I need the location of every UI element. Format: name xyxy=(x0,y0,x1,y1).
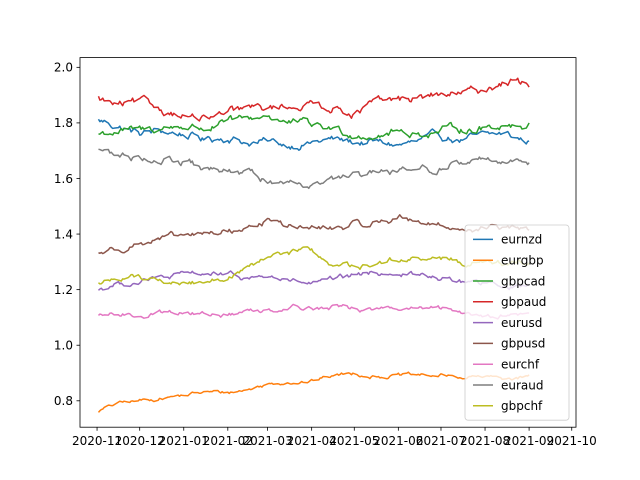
series-line-gbpaud xyxy=(97,77,530,122)
y-tick-label: 1.4 xyxy=(54,227,73,241)
x-tick-label: 2021-03 xyxy=(243,434,293,448)
legend-box xyxy=(464,224,570,421)
legend-label-gbpaud: gbpaud xyxy=(501,295,546,309)
y-tick-label: 1.0 xyxy=(54,339,73,353)
series-line-euraud xyxy=(98,148,530,190)
legend-label-gbpchf: gbpchf xyxy=(501,399,543,413)
x-tick-label: 2021-07 xyxy=(416,434,466,448)
y-axis: 0.8 1.0 1.2 1.4 1.6 1.8 2.0 xyxy=(54,61,80,408)
series-line-eurchf xyxy=(97,303,530,320)
series-line-eurgbp xyxy=(97,371,530,413)
x-tick-label: 2020-11 xyxy=(72,434,122,448)
legend-label-euraud: euraud xyxy=(501,378,544,392)
legend: eurnzd eurgbp gbpcad gbpaud eurusd gbpusd eurc… xyxy=(464,224,570,421)
x-axis: 2020-112020-122021-012021-022021-032021-… xyxy=(72,427,597,448)
series-line-gbpchf xyxy=(97,246,530,286)
legend-label-gbpcad: gbpcad xyxy=(501,274,545,288)
y-tick-label: 2.0 xyxy=(54,61,73,75)
x-tick-label: 2021-05 xyxy=(329,434,379,448)
series-line-eurusd xyxy=(97,270,530,291)
x-tick-label: 2021-01 xyxy=(159,434,209,448)
x-tick-label: 2021-10 xyxy=(547,434,597,448)
x-tick-label: 2021-04 xyxy=(287,434,337,448)
legend-label-eurusd: eurusd xyxy=(501,316,542,330)
series-line-eurnzd xyxy=(97,118,530,151)
y-tick-label: 1.8 xyxy=(54,116,73,130)
legend-label-eurnzd: eurnzd xyxy=(501,233,542,247)
x-tick-label: 2021-09 xyxy=(504,434,554,448)
series-layer xyxy=(97,77,530,413)
plot-frame xyxy=(79,57,577,428)
y-tick-label: 1.6 xyxy=(54,172,73,186)
legend-label-eurchf: eurchf xyxy=(501,358,540,372)
series-line-gbpcad xyxy=(98,114,530,141)
y-tick-label: 1.2 xyxy=(54,283,73,297)
x-tick-label: 2020-12 xyxy=(115,434,165,448)
legend-label-gbpusd: gbpusd xyxy=(501,337,545,351)
y-tick-label: 0.8 xyxy=(54,394,73,408)
x-tick-label: 2021-02 xyxy=(203,434,253,448)
series-line-gbpusd xyxy=(98,214,530,255)
x-tick-label: 2021-06 xyxy=(373,434,423,448)
legend-label-eurgbp: eurgbp xyxy=(501,254,544,268)
x-tick-label: 2021-08 xyxy=(460,434,510,448)
